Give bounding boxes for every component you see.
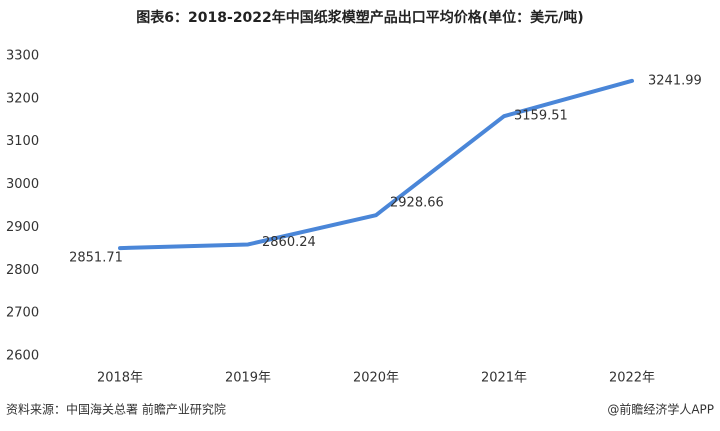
x-tick-label: 2020年: [353, 371, 399, 386]
y-tick-label: 3100: [6, 134, 39, 149]
data-label: 3241.99: [648, 73, 702, 88]
y-tick-label: 2700: [6, 306, 39, 321]
y-tick-label: 2900: [6, 220, 39, 235]
source: 资料来源：中国海关总署 前瞻产业研究院: [6, 402, 226, 417]
x-tick-label: 2018年: [97, 371, 143, 386]
x-tick-label: 2021年: [481, 371, 527, 386]
data-label: 2928.66: [390, 196, 444, 211]
y-tick-label: 3200: [6, 91, 39, 106]
data-label: 2851.71: [69, 251, 123, 266]
y-tick-label: 2600: [6, 349, 39, 364]
data-label: 3159.51: [514, 109, 568, 124]
x-tick-label: 2022年: [609, 371, 655, 386]
x-tick-label: 2019年: [225, 371, 271, 386]
credit: @前瞻经济学人APP: [607, 402, 714, 417]
y-tick-label: 3000: [6, 177, 39, 192]
y-tick-label: 3300: [6, 49, 39, 64]
y-tick-label: 2800: [6, 263, 39, 278]
chart-title: 图表6：2018-2022年中国纸浆模塑产品出口平均价格(单位：美元/吨): [136, 9, 583, 26]
line: [118, 78, 634, 251]
data-label: 2860.24: [262, 235, 316, 250]
